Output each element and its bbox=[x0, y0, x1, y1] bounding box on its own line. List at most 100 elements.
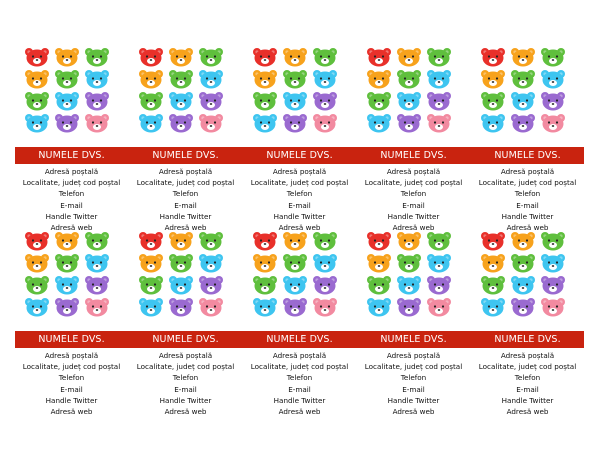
email-line[interactable]: E-mail bbox=[288, 200, 311, 210]
web-line[interactable]: Adresă web bbox=[392, 407, 435, 417]
twitter-line[interactable]: Handle Twitter bbox=[273, 395, 326, 405]
address-line[interactable]: Adresă poștală bbox=[272, 351, 327, 360]
address-line[interactable]: Adresă poștală bbox=[272, 167, 327, 176]
city-line[interactable]: Localitate, județ cod poștal bbox=[478, 362, 577, 372]
twitter-line[interactable]: Handle Twitter bbox=[501, 211, 554, 221]
city-line[interactable]: Localitate, județ cod poștal bbox=[364, 178, 463, 188]
phone-line[interactable]: Telefon bbox=[400, 373, 427, 383]
bear-face-icon bbox=[169, 298, 193, 317]
city-line[interactable]: Localitate, județ cod poștal bbox=[478, 178, 577, 188]
email-line[interactable]: E-mail bbox=[60, 384, 83, 394]
city-line[interactable]: Localitate, județ cod poștal bbox=[364, 362, 463, 372]
email-line[interactable]: E-mail bbox=[288, 384, 311, 394]
card-name[interactable]: NUMELE DVS. bbox=[380, 150, 447, 161]
address-line[interactable]: Adresă poștală bbox=[44, 167, 99, 176]
twitter-line[interactable]: Handle Twitter bbox=[273, 211, 326, 221]
phone-line[interactable]: Telefon bbox=[286, 373, 313, 383]
address-line[interactable]: Adresă poștală bbox=[158, 351, 213, 360]
email-line[interactable]: E-mail bbox=[516, 384, 539, 394]
bear-face-icon bbox=[169, 254, 193, 273]
card-name[interactable]: NUMELE DVS. bbox=[266, 334, 333, 345]
bear-face-icon bbox=[397, 70, 421, 89]
bear-face-icon bbox=[511, 114, 535, 133]
email-line[interactable]: E-mail bbox=[402, 200, 425, 210]
web-line[interactable]: Adresă web bbox=[278, 223, 321, 233]
web-line[interactable]: Adresă web bbox=[506, 407, 549, 417]
web-line[interactable]: Adresă web bbox=[50, 223, 93, 233]
address-line[interactable]: Adresă poștală bbox=[386, 167, 441, 176]
bear-face-icon bbox=[253, 92, 277, 111]
bear-face-icon bbox=[427, 48, 451, 67]
bear-face-icon bbox=[25, 276, 49, 295]
address-line[interactable]: Adresă poștală bbox=[386, 351, 441, 360]
phone-line[interactable]: Telefon bbox=[400, 189, 427, 199]
twitter-line[interactable]: Handle Twitter bbox=[159, 211, 212, 221]
card-name[interactable]: NUMELE DVS. bbox=[38, 150, 105, 161]
email-line[interactable]: E-mail bbox=[402, 384, 425, 394]
bear-face-icon bbox=[283, 254, 307, 273]
bear-face-icon bbox=[199, 114, 223, 133]
bear-face-icon bbox=[55, 48, 79, 67]
card-contact-lines: Adresă poștală Localitate, județ cod poșt… bbox=[243, 350, 356, 417]
phone-line[interactable]: Telefon bbox=[58, 189, 85, 199]
bear-face-icon bbox=[313, 298, 337, 317]
twitter-line[interactable]: Handle Twitter bbox=[387, 395, 440, 405]
address-line[interactable]: Adresă poștală bbox=[500, 351, 555, 360]
phone-line[interactable]: Telefon bbox=[514, 189, 541, 199]
card-name[interactable]: NUMELE DVS. bbox=[494, 334, 561, 345]
email-line[interactable]: E-mail bbox=[60, 200, 83, 210]
card-name[interactable]: NUMELE DVS. bbox=[152, 150, 219, 161]
email-line[interactable]: E-mail bbox=[174, 200, 197, 210]
bear-face-icon bbox=[199, 70, 223, 89]
phone-line[interactable]: Telefon bbox=[172, 373, 199, 383]
bear-face-icon bbox=[85, 232, 109, 251]
city-line[interactable]: Localitate, județ cod poștal bbox=[250, 178, 349, 188]
card-name[interactable]: NUMELE DVS. bbox=[494, 150, 561, 161]
bear-face-icon bbox=[427, 298, 451, 317]
address-line[interactable]: Adresă poștală bbox=[500, 167, 555, 176]
email-line[interactable]: E-mail bbox=[174, 384, 197, 394]
city-line[interactable]: Localitate, județ cod poștal bbox=[22, 178, 121, 188]
web-line[interactable]: Adresă web bbox=[164, 407, 207, 417]
web-line[interactable]: Adresă web bbox=[392, 223, 435, 233]
card-name[interactable]: NUMELE DVS. bbox=[152, 334, 219, 345]
web-line[interactable]: Adresă web bbox=[50, 407, 93, 417]
twitter-line[interactable]: Handle Twitter bbox=[159, 395, 212, 405]
web-line[interactable]: Adresă web bbox=[278, 407, 321, 417]
twitter-line[interactable]: Handle Twitter bbox=[501, 395, 554, 405]
bear-face-icon bbox=[139, 92, 163, 111]
address-line[interactable]: Adresă poștală bbox=[158, 167, 213, 176]
card-contact-lines: Adresă poștală Localitate, județ cod poșt… bbox=[243, 166, 356, 233]
card-name[interactable]: NUMELE DVS. bbox=[38, 334, 105, 345]
web-line[interactable]: Adresă web bbox=[506, 223, 549, 233]
bear-face-icon bbox=[397, 298, 421, 317]
bear-face-icon bbox=[25, 92, 49, 111]
web-line[interactable]: Adresă web bbox=[164, 223, 207, 233]
address-line[interactable]: Adresă poștală bbox=[44, 351, 99, 360]
city-line[interactable]: Localitate, județ cod poștal bbox=[136, 362, 235, 372]
bear-face-icon bbox=[283, 92, 307, 111]
city-line[interactable]: Localitate, județ cod poștal bbox=[136, 178, 235, 188]
twitter-line[interactable]: Handle Twitter bbox=[45, 211, 98, 221]
city-line[interactable]: Localitate, județ cod poștal bbox=[250, 362, 349, 372]
phone-line[interactable]: Telefon bbox=[286, 189, 313, 199]
bear-face-icon bbox=[541, 70, 565, 89]
card-name[interactable]: NUMELE DVS. bbox=[266, 150, 333, 161]
bear-pattern bbox=[367, 48, 451, 133]
city-line[interactable]: Localitate, județ cod poștal bbox=[22, 362, 121, 372]
phone-line[interactable]: Telefon bbox=[514, 373, 541, 383]
bear-face-icon bbox=[25, 70, 49, 89]
bear-face-icon bbox=[85, 48, 109, 67]
email-line[interactable]: E-mail bbox=[516, 200, 539, 210]
bear-face-icon bbox=[481, 298, 505, 317]
bear-face-icon bbox=[55, 276, 79, 295]
bear-face-icon bbox=[541, 114, 565, 133]
phone-line[interactable]: Telefon bbox=[172, 189, 199, 199]
name-band bbox=[15, 331, 584, 348]
twitter-line[interactable]: Handle Twitter bbox=[387, 211, 440, 221]
bear-face-icon bbox=[169, 92, 193, 111]
bear-face-icon bbox=[367, 276, 391, 295]
card-name[interactable]: NUMELE DVS. bbox=[380, 334, 447, 345]
twitter-line[interactable]: Handle Twitter bbox=[45, 395, 98, 405]
phone-line[interactable]: Telefon bbox=[58, 373, 85, 383]
